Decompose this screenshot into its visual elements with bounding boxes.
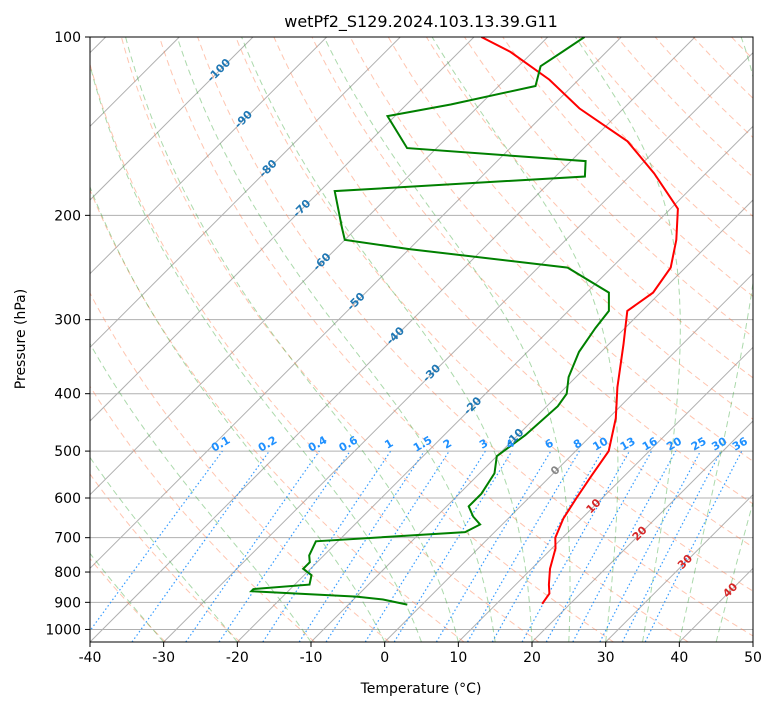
dry-adiabat-line [159, 37, 689, 642]
moist-adiabat-line [574, 37, 681, 642]
moist-adiabat-line [715, 500, 753, 642]
dry-adiabat-line [387, 37, 753, 420]
y-tick-label: 900 [54, 595, 81, 611]
moist-adiabat-line [241, 37, 533, 642]
x-tick-label: -40 [79, 650, 102, 666]
isotherm-line [90, 37, 549, 496]
dry-adiabat-line [235, 37, 753, 592]
moist-adiabat-line [90, 185, 386, 642]
y-tick-label: 300 [54, 313, 81, 329]
x-tick-label: -30 [152, 650, 175, 666]
dry-adiabat-line [120, 37, 614, 642]
isotherm-line [90, 37, 401, 349]
isotherm-line [384, 272, 753, 642]
y-tick-label: 400 [54, 387, 81, 403]
y-tick-label: 600 [54, 491, 81, 507]
y-tick-label: 1000 [45, 622, 81, 638]
dry-adiabat-line [90, 385, 316, 642]
moist-adiabat-line [678, 37, 753, 642]
isotherm-line [163, 51, 753, 642]
dry-adiabat-line [540, 37, 753, 257]
mixing-ratio-line [131, 450, 270, 642]
isotherm-line [90, 37, 328, 275]
x-axis-label: Temperature (°C) [360, 681, 482, 697]
y-tick-label: 500 [54, 444, 81, 460]
moist-adiabat-line [125, 37, 459, 642]
mixing-ratio-line [185, 450, 320, 642]
isotherm-line [531, 420, 753, 642]
dry-adiabat-line [349, 37, 753, 462]
moist-adiabat-line [90, 63, 422, 642]
x-tick-label: 20 [523, 650, 541, 666]
dry-adiabat-line [90, 62, 540, 642]
mixing-ratio-line [545, 450, 653, 642]
dry-adiabat-line [90, 292, 390, 642]
chart-title: wetPf2_S129.2024.103.13.39.G11 [284, 12, 558, 32]
mixing-ratio-line [90, 450, 223, 632]
plot-frame [89, 36, 754, 643]
x-tick-label: 0 [380, 650, 389, 666]
x-tick-label: 40 [670, 650, 688, 666]
temperature-profile-line [480, 37, 679, 605]
mixing-ratio-line [393, 450, 513, 642]
isotherm-line [90, 37, 696, 642]
isotherm-line [90, 37, 622, 570]
mixing-ratio-line [325, 450, 450, 642]
x-tick-label: -20 [226, 650, 249, 666]
isotherm-line [310, 199, 753, 642]
moist-adiabat-line [323, 37, 571, 642]
x-tick-label: 10 [449, 650, 467, 666]
isotherm-line [90, 37, 475, 422]
mixing-ratio-line [572, 450, 677, 642]
y-tick-label: 100 [54, 30, 81, 46]
dry-adiabat-line [502, 37, 753, 297]
mixing-ratio-line [644, 450, 743, 642]
mixing-ratio-line [521, 450, 631, 642]
isotherm-line [457, 346, 753, 642]
dry-adiabat-line [90, 473, 241, 642]
y-tick-label: 200 [54, 208, 81, 224]
isotherm-line [90, 37, 254, 201]
dry-adiabat-line [197, 37, 753, 637]
y-axis-label: Pressure (hPa) [13, 289, 29, 389]
x-tick-label: -10 [300, 650, 323, 666]
x-tick-label: 30 [597, 650, 615, 666]
dry-adiabat-line [90, 188, 465, 642]
y-tick-label: 800 [54, 565, 81, 581]
moist-adiabat-line [176, 37, 496, 642]
dry-adiabat-line [273, 37, 753, 548]
mixing-ratio-line [298, 450, 425, 642]
dry-adiabat-line [311, 37, 753, 505]
dry-adiabat-line [616, 37, 753, 178]
moist-adiabat-line [431, 37, 619, 642]
y-tick-label: 700 [54, 531, 81, 547]
moist-adiabat-line [90, 456, 238, 642]
x-tick-label: 50 [744, 650, 762, 666]
isotherm-line [605, 493, 753, 642]
mixing-ratio-line [218, 450, 351, 642]
isotherm-line [236, 125, 753, 642]
dewpoint-profile-line [249, 37, 610, 606]
dry-adiabat-line [425, 37, 753, 379]
mixing-ratio-line [262, 450, 392, 642]
